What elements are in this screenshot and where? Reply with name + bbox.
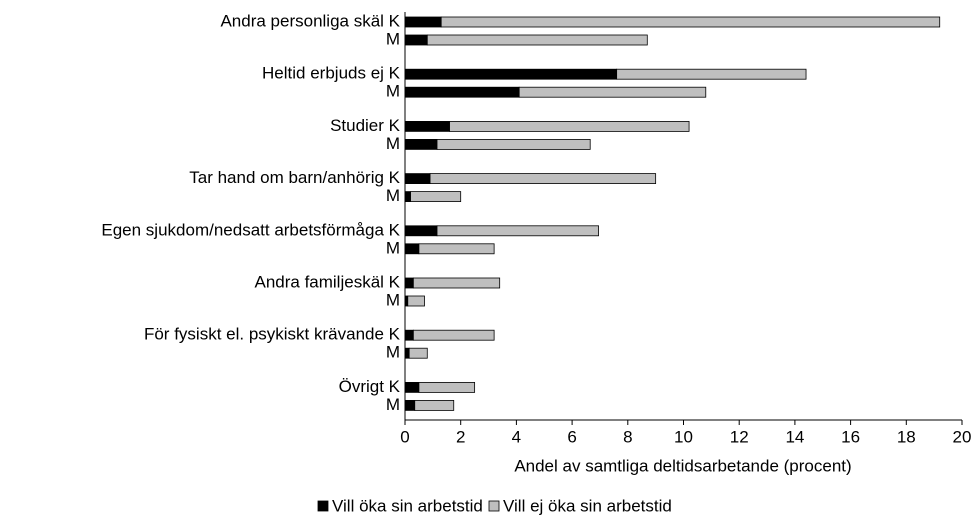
bar-segment — [518, 86, 707, 98]
bar-segment — [418, 243, 495, 255]
y-tick-label: Studier K — [330, 116, 401, 135]
bar-segment — [404, 68, 618, 80]
bar-segment — [404, 121, 450, 132]
bar-segment — [449, 121, 690, 132]
bar-segment — [436, 138, 591, 150]
bar-segment — [404, 277, 414, 289]
y-tick-label: M — [386, 29, 400, 48]
bar-segment — [404, 34, 428, 46]
bar-segment — [404, 381, 420, 393]
bar-segment — [404, 329, 414, 341]
bar-segment — [408, 347, 428, 359]
bar-segment — [426, 34, 648, 46]
bar-segment — [418, 381, 476, 393]
y-tick-label: Andra personliga skäl K — [220, 11, 400, 30]
bar-segment — [404, 191, 411, 203]
bar-segment — [429, 173, 657, 185]
bar-segment — [407, 295, 425, 307]
y-tick-label: För fysiskt el. psykiskt krävande K — [144, 325, 401, 344]
x-tick-label: 10 — [674, 427, 693, 446]
x-tick-label: 20 — [953, 427, 972, 446]
y-tick-label: Egen sjukdom/nedsatt arbetsförmåga K — [101, 220, 400, 239]
x-tick-label: 16 — [841, 427, 860, 446]
y-tick-label: M — [386, 395, 400, 414]
bar-segment — [412, 277, 501, 289]
y-tick-label: M — [386, 290, 400, 309]
x-tick-label: 0 — [400, 427, 409, 446]
bar-segment — [616, 68, 807, 80]
y-tick-label: M — [386, 238, 400, 257]
x-axis-title: Andel av samtliga deltidsarbetande (proc… — [514, 456, 851, 475]
x-tick-label: 4 — [512, 427, 521, 446]
y-tick-label: M — [386, 186, 400, 205]
x-tick-label: 18 — [897, 427, 916, 446]
y-tick-label: Övrigt K — [339, 377, 401, 396]
x-tick-label: 14 — [785, 427, 804, 446]
bar-segment — [404, 225, 438, 237]
x-tick-label: 2 — [456, 427, 465, 446]
bar-segment — [404, 16, 442, 28]
x-tick-label: 6 — [567, 427, 576, 446]
x-tick-label: 12 — [730, 427, 749, 446]
y-tick-label: Heltid erbjuds ej K — [262, 64, 401, 83]
legend-swatch — [317, 500, 329, 512]
bar-segment — [412, 329, 495, 341]
bar-segment — [440, 16, 941, 28]
bar-segment — [404, 138, 438, 150]
y-tick-label: M — [386, 82, 400, 101]
bar-segment — [410, 191, 462, 203]
bar-segment — [404, 347, 410, 359]
bar-segment — [436, 225, 599, 237]
x-tick-label: 8 — [623, 427, 632, 446]
y-tick-label: M — [386, 134, 400, 153]
bar-segment — [404, 173, 431, 185]
y-tick-label: M — [386, 343, 400, 362]
y-tick-label: Andra familjeskäl K — [254, 272, 400, 291]
y-tick-label: Tar hand om barn/anhörig K — [189, 168, 400, 187]
bar-segment — [414, 399, 455, 411]
legend-swatch — [488, 500, 500, 512]
bar-segment — [404, 86, 520, 98]
legend-label: Vill ej öka sin arbetstid — [503, 496, 672, 515]
bar-segment — [404, 399, 416, 411]
bar-segment — [404, 243, 420, 255]
legend-label: Vill öka sin arbetstid — [332, 496, 483, 515]
